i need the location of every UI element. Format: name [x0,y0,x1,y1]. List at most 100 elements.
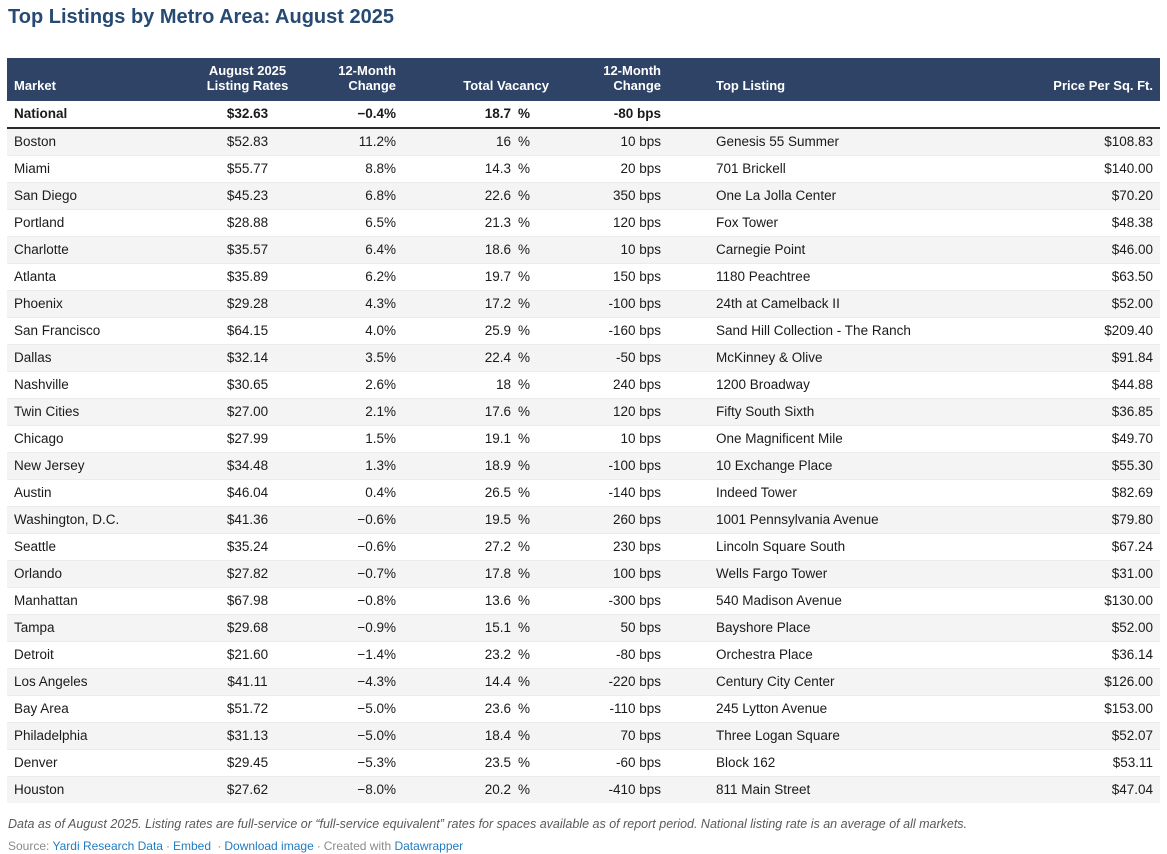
table-row: Houston $27.62 −8.0% 20.2% -410 bps 811 Main … [7,776,1160,803]
cell-total-vacancy: 23.2% [410,641,555,669]
embed-link[interactable]: Embed [172,839,212,853]
table-row: Nashville $30.65 2.6% 18% 240 bps 1200 Broadw… [7,371,1160,399]
cell-top-listing: Century City Center [665,668,1025,696]
cell-market: Miami [7,155,190,183]
vacancy-percent-unit: % [518,593,531,608]
datawrapper-link[interactable]: Datawrapper [394,839,464,853]
table-row-national: National $32.63 −0.4% 18.7% -80 bps [7,101,1160,129]
table-row: San Diego $45.23 6.8% 22.6% 350 bps One La Jo… [7,182,1160,210]
cell-12mo-change: 2.1% [305,398,410,426]
vacancy-number: 19.5 [484,512,511,527]
vacancy-number: 17.6 [484,404,511,419]
datawrapper-table-visualization: Top Listings by Metro Area: August 2025 … [0,6,1167,854]
vacancy-percent-unit: % [518,674,531,689]
cell-total-vacancy: 18.7% [410,101,555,129]
cell-market: Philadelphia [7,722,190,750]
cell-12mo-change: 6.2% [305,263,410,291]
vacancy-percent-unit: % [518,350,531,365]
cell-12mo-change: −5.0% [305,722,410,750]
cell-top-listing: 1180 Peachtree [665,263,1025,291]
table-row: Denver $29.45 −5.3% 23.5% -60 bps Block 162 $5… [7,749,1160,777]
vacancy-number: 23.5 [484,755,511,770]
table-note: Data as of August 2025. Listing rates ar… [8,817,968,831]
vacancy-percent-unit: % [518,296,531,311]
cell-12mo-change-bps: 100 bps [555,560,665,588]
cell-price-per-sqft: $63.50 [1025,263,1160,291]
vacancy-number: 18.4 [484,728,511,743]
cell-market: Phoenix [7,290,190,318]
vacancy-number: 23.2 [484,647,511,662]
table-row: Orlando $27.82 −0.7% 17.8% 100 bps Wells Farg… [7,560,1160,588]
separator-dot: · [217,839,222,853]
cell-market: Chicago [7,425,190,453]
cell-price-per-sqft: $126.00 [1025,668,1160,696]
table-row: Chicago $27.99 1.5% 19.1% 10 bps One Magnific… [7,425,1160,453]
cell-market: Portland [7,209,190,237]
cell-12mo-change: 2.6% [305,371,410,399]
cell-listing-rate: $29.68 [190,614,305,642]
cell-total-vacancy: 27.2% [410,533,555,561]
table-row: Manhattan $67.98 −0.8% 13.6% -300 bps 540 Mad… [7,587,1160,615]
cell-price-per-sqft: $52.00 [1025,290,1160,318]
cell-listing-rate: $27.99 [190,425,305,453]
cell-12mo-change-bps: -110 bps [555,695,665,723]
cell-12mo-change-bps: 230 bps [555,533,665,561]
cell-12mo-change-bps: -140 bps [555,479,665,507]
table-row: Bay Area $51.72 −5.0% 23.6% -110 bps 245 Lytt… [7,695,1160,723]
cell-listing-rate: $52.83 [190,127,305,156]
cell-price-per-sqft: $91.84 [1025,344,1160,372]
cell-total-vacancy: 18% [410,371,555,399]
cell-market: New Jersey [7,452,190,480]
vacancy-number: 17.8 [484,566,511,581]
cell-top-listing: Three Logan Square [665,722,1025,750]
vacancy-number: 14.4 [484,674,511,689]
cell-12mo-change-bps: 70 bps [555,722,665,750]
cell-top-listing: Fox Tower [665,209,1025,237]
vacancy-percent-unit: % [518,620,531,635]
cell-listing-rate: $41.11 [190,668,305,696]
cell-12mo-change-bps: 150 bps [555,263,665,291]
cell-listing-rate: $35.57 [190,236,305,264]
cell-market: Charlotte [7,236,190,264]
cell-top-listing: 701 Brickell [665,155,1025,183]
cell-listing-rate: $30.65 [190,371,305,399]
created-with-label: Created with [323,839,392,853]
separator-dot: · [165,839,170,853]
cell-listing-rate: $27.62 [190,776,305,803]
cell-listing-rate: $27.00 [190,398,305,426]
cell-12mo-change: 4.0% [305,317,410,345]
table-body: National $32.63 −0.4% 18.7% -80 bps Boston $52… [7,101,1160,803]
cell-top-listing: Bayshore Place [665,614,1025,642]
cell-price-per-sqft: $36.85 [1025,398,1160,426]
source-link-yardi-research-data[interactable]: Yardi Research Data [52,839,163,853]
cell-price-per-sqft: $108.83 [1025,127,1160,156]
cell-12mo-change: 11.2% [305,127,410,156]
vacancy-percent-unit: % [518,404,531,419]
table-row: Miami $55.77 8.8% 14.3% 20 bps 701 Brickell $1… [7,155,1160,183]
cell-top-listing: Wells Fargo Tower [665,560,1025,588]
table-row: Austin $46.04 0.4% 26.5% -140 bps Indeed Towe… [7,479,1160,507]
cell-12mo-change-bps: -50 bps [555,344,665,372]
download-image-link[interactable]: Download image [224,839,314,853]
cell-market: Manhattan [7,587,190,615]
vacancy-number: 21.3 [484,215,511,230]
cell-12mo-change: 0.4% [305,479,410,507]
cell-12mo-change-bps: 20 bps [555,155,665,183]
cell-listing-rate: $64.15 [190,317,305,345]
vacancy-percent-unit: % [518,323,531,338]
cell-total-vacancy: 15.1% [410,614,555,642]
cell-12mo-change-bps: 50 bps [555,614,665,642]
vacancy-number: 23.6 [484,701,511,716]
cell-market: Orlando [7,560,190,588]
vacancy-number: 27.2 [484,539,511,554]
cell-total-vacancy: 19.5% [410,506,555,534]
cell-12mo-change-bps: -100 bps [555,452,665,480]
cell-top-listing: Sand Hill Collection - The Ranch [665,317,1025,345]
vacancy-number: 19.7 [484,269,511,284]
cell-top-listing: 540 Madison Avenue [665,587,1025,615]
cell-listing-rate: $28.88 [190,209,305,237]
cell-12mo-change-bps: -100 bps [555,290,665,318]
vacancy-number: 17.2 [484,296,511,311]
cell-top-listing: Fifty South Sixth [665,398,1025,426]
cell-12mo-change: −1.4% [305,641,410,669]
